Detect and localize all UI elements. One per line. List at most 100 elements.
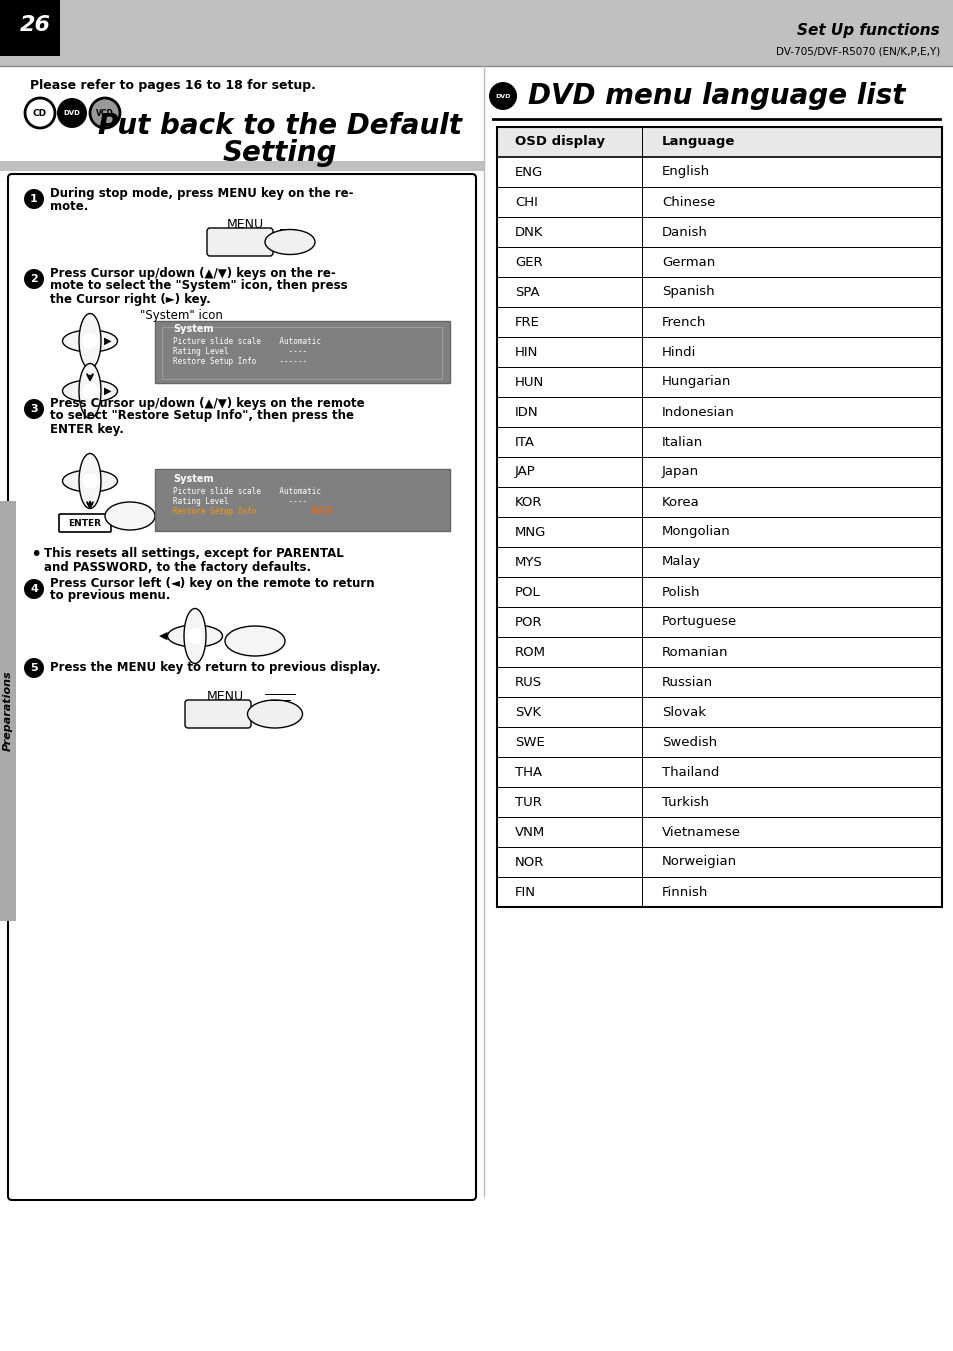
Text: CD: CD xyxy=(33,108,47,118)
Bar xyxy=(0,161,483,172)
Text: DVD: DVD xyxy=(64,109,80,116)
Text: Danish: Danish xyxy=(661,226,707,239)
Text: mote.: mote. xyxy=(50,200,89,213)
Bar xyxy=(497,127,941,907)
Ellipse shape xyxy=(79,454,101,508)
Text: FIN: FIN xyxy=(515,885,536,898)
Text: Picture slide scale    Automatic: Picture slide scale Automatic xyxy=(172,486,320,496)
Text: TUR: TUR xyxy=(515,796,541,808)
Bar xyxy=(497,157,941,186)
Text: the Cursor right (►) key.: the Cursor right (►) key. xyxy=(50,293,211,305)
Text: SPA: SPA xyxy=(515,285,539,299)
Text: Hindi: Hindi xyxy=(661,346,696,358)
Text: Hungarian: Hungarian xyxy=(661,376,731,389)
Text: Put back to the Default: Put back to the Default xyxy=(98,112,461,141)
Text: Spanish: Spanish xyxy=(661,285,714,299)
Text: Press Cursor up/down (▲/▼) keys on the remote: Press Cursor up/down (▲/▼) keys on the r… xyxy=(50,396,364,409)
Text: DNK: DNK xyxy=(515,226,543,239)
Circle shape xyxy=(90,99,120,128)
Bar xyxy=(497,667,941,697)
Ellipse shape xyxy=(247,700,302,728)
Text: Polish: Polish xyxy=(661,585,700,598)
Bar xyxy=(497,336,941,367)
Text: Mongolian: Mongolian xyxy=(661,526,730,539)
Ellipse shape xyxy=(265,230,314,254)
Bar xyxy=(497,697,941,727)
Bar xyxy=(497,486,941,517)
Bar xyxy=(497,277,941,307)
Text: During stop mode, press MENU key on the re-: During stop mode, press MENU key on the … xyxy=(50,186,354,200)
Text: 2: 2 xyxy=(30,274,38,284)
Text: Restore Setup Info     ------: Restore Setup Info ------ xyxy=(172,357,307,366)
Text: mote to select the "System" icon, then press: mote to select the "System" icon, then p… xyxy=(50,280,347,293)
Circle shape xyxy=(24,580,44,598)
Text: Russian: Russian xyxy=(661,676,713,689)
Text: Malay: Malay xyxy=(661,555,700,569)
Text: French: French xyxy=(661,316,705,328)
Bar xyxy=(0,0,60,55)
Circle shape xyxy=(24,658,44,678)
Bar xyxy=(497,577,941,607)
Text: System: System xyxy=(172,324,213,334)
Text: 5: 5 xyxy=(30,663,38,673)
Text: Rating Level             ----: Rating Level ---- xyxy=(172,346,307,355)
Bar xyxy=(497,218,941,247)
Bar xyxy=(497,638,941,667)
Circle shape xyxy=(187,628,203,644)
Ellipse shape xyxy=(63,470,117,492)
Text: Chinese: Chinese xyxy=(661,196,715,208)
Bar xyxy=(0,501,16,921)
Text: ENTER: ENTER xyxy=(310,507,333,516)
Text: ENTER key.: ENTER key. xyxy=(50,423,124,435)
Bar xyxy=(497,367,941,397)
Text: MENU: MENU xyxy=(206,689,243,703)
Bar xyxy=(497,397,941,427)
Ellipse shape xyxy=(225,626,285,657)
Text: Indonesian: Indonesian xyxy=(661,405,734,419)
Ellipse shape xyxy=(168,626,222,647)
Bar xyxy=(497,817,941,847)
Text: Restore Setup Info: Restore Setup Info xyxy=(172,507,256,516)
Text: Rating Level             ----: Rating Level ---- xyxy=(172,497,307,505)
Text: Slovak: Slovak xyxy=(661,705,705,719)
Bar xyxy=(497,607,941,638)
Text: Japan: Japan xyxy=(661,466,699,478)
Text: ROM: ROM xyxy=(515,646,545,658)
Text: "System" icon: "System" icon xyxy=(140,309,223,323)
Bar xyxy=(497,517,941,547)
Text: NOR: NOR xyxy=(515,855,544,869)
Bar xyxy=(497,127,941,157)
Text: HIN: HIN xyxy=(515,346,537,358)
Ellipse shape xyxy=(63,330,117,353)
Text: Finnish: Finnish xyxy=(661,885,708,898)
Bar xyxy=(497,427,941,457)
Text: POR: POR xyxy=(515,616,542,628)
Ellipse shape xyxy=(105,503,154,530)
Bar xyxy=(497,547,941,577)
Bar xyxy=(497,847,941,877)
Bar xyxy=(162,327,441,380)
Text: System: System xyxy=(172,474,213,484)
Circle shape xyxy=(57,99,87,128)
Bar xyxy=(497,186,941,218)
Text: 3: 3 xyxy=(30,404,38,413)
Text: Please refer to pages 16 to 18 for setup.: Please refer to pages 16 to 18 for setup… xyxy=(30,80,315,92)
Bar xyxy=(497,788,941,817)
Bar xyxy=(497,247,941,277)
Text: VNM: VNM xyxy=(515,825,545,839)
Text: Korea: Korea xyxy=(661,496,699,508)
Circle shape xyxy=(82,473,98,489)
Text: DVD: DVD xyxy=(495,93,510,99)
Ellipse shape xyxy=(63,380,117,403)
Text: Italian: Italian xyxy=(661,435,702,449)
Bar xyxy=(497,877,941,907)
Text: German: German xyxy=(661,255,715,269)
Text: ▶: ▶ xyxy=(104,336,112,346)
Circle shape xyxy=(489,82,517,109)
Bar xyxy=(497,757,941,788)
Text: ITA: ITA xyxy=(515,435,535,449)
FancyBboxPatch shape xyxy=(59,513,111,532)
Text: Romanian: Romanian xyxy=(661,646,728,658)
Bar xyxy=(0,0,953,66)
Text: JAP: JAP xyxy=(515,466,536,478)
